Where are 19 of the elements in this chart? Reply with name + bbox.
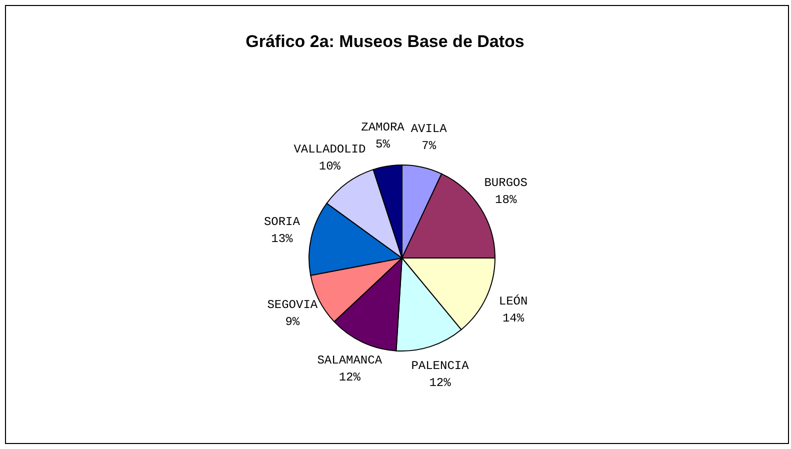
data-label: 13% — [271, 232, 294, 246]
data-label: 18% — [495, 193, 518, 208]
data-label: 5% — [376, 138, 391, 152]
data-label: 14% — [502, 311, 525, 326]
data-label: 7% — [422, 138, 437, 153]
slice-label: SEGOVIA — [267, 298, 318, 312]
slice-label: VALLADOLID — [294, 142, 366, 156]
slice-label: SALAMANCA — [317, 353, 383, 368]
slice-label: LEÓN — [498, 294, 528, 308]
data-label: 12% — [338, 370, 362, 384]
slice-label: SORIA — [264, 215, 301, 230]
data-label: 10% — [318, 159, 342, 174]
slice-label: AVILA — [410, 122, 448, 136]
data-label: 12% — [429, 376, 452, 390]
data-label: 9% — [285, 314, 300, 329]
slice-label: ZAMORA — [361, 120, 406, 135]
slice-label: PALENCIA — [411, 358, 470, 373]
slice-label: BURGOS — [484, 176, 528, 190]
chart-title: Gráfico 2a: Museos Base de Datos — [244, 32, 526, 52]
